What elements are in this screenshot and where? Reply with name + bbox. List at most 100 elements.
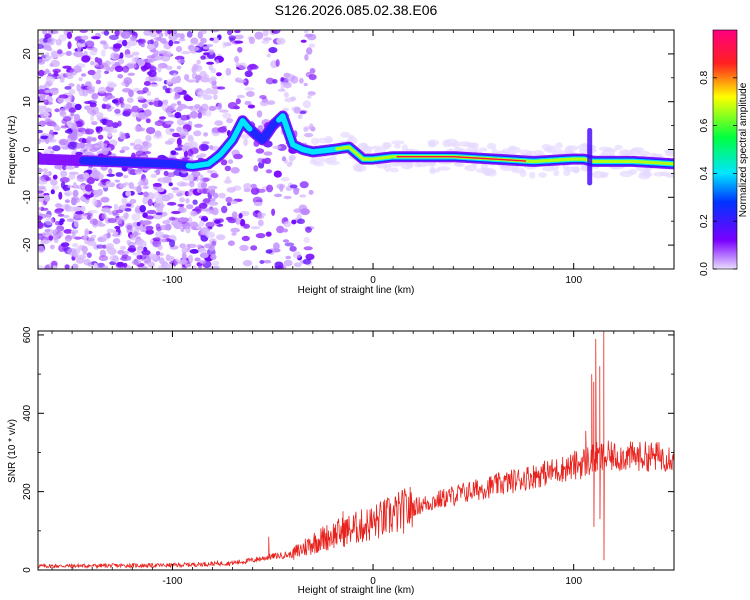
noise-blob: [162, 176, 172, 184]
noise-blob: [257, 212, 263, 218]
noise-blob: [289, 245, 297, 252]
noise-blob: [162, 99, 169, 105]
noise-blob: [96, 244, 104, 249]
noise-blob: [38, 58, 46, 65]
noise-blob: [304, 54, 309, 61]
noise-blob: [152, 237, 161, 242]
noise-blob: [73, 219, 79, 228]
noise-blob: [50, 244, 55, 250]
noise-blob: [179, 243, 187, 249]
noise-blob: [120, 245, 127, 250]
noise-blob: [96, 112, 104, 119]
noise-blob: [38, 190, 44, 194]
noise-blob: [145, 118, 151, 124]
halo-blob: [428, 142, 437, 148]
noise-blob: [134, 138, 143, 146]
noise-blob: [250, 183, 257, 189]
x-tick-label: 100: [565, 275, 582, 286]
halo-blob: [501, 148, 511, 153]
noise-blob: [109, 67, 114, 72]
noise-blob: [133, 56, 140, 63]
noise-blob: [271, 208, 276, 216]
halo-blob: [553, 169, 560, 177]
noise-blob: [42, 30, 48, 35]
noise-blob: [281, 156, 287, 162]
noise-blob: [105, 65, 111, 72]
noise-blob: [194, 257, 200, 262]
halo-blob: [519, 149, 533, 156]
noise-blob: [113, 43, 122, 49]
noise-blob: [185, 198, 190, 204]
noise-blob: [91, 137, 97, 142]
noise-blob: [142, 196, 149, 205]
noise-blob: [213, 94, 218, 100]
noise-blob: [73, 50, 84, 58]
noise-blob: [67, 141, 77, 150]
noise-blob: [242, 259, 253, 267]
noise-blob: [160, 37, 167, 44]
noise-blob: [93, 262, 98, 269]
noise-blob: [248, 36, 255, 45]
noise-blob: [112, 255, 119, 263]
noise-blob: [107, 132, 113, 138]
noise-blob: [134, 168, 143, 175]
noise-blob: [205, 109, 212, 117]
noise-blob: [142, 59, 153, 63]
y-tick-label: 400: [22, 404, 33, 421]
noise-blob: [121, 197, 128, 205]
noise-blob: [211, 240, 217, 247]
noise-blob: [84, 40, 95, 49]
noise-blob: [221, 205, 228, 214]
snr-ticks: -100 0 100 0 200 400 600: [22, 326, 675, 587]
halo-blob: [429, 168, 441, 173]
y-tick-label: -20: [22, 237, 33, 252]
noise-blob: [114, 108, 121, 114]
noise-blob: [293, 208, 302, 213]
noise-blob: [274, 193, 283, 198]
noise-blob: [80, 142, 85, 148]
noise-blob: [218, 192, 226, 199]
noise-blob: [283, 91, 289, 98]
noise-blob: [138, 112, 149, 120]
noise-blob: [187, 136, 194, 142]
halo-blob: [478, 147, 488, 152]
noise-blob: [95, 79, 102, 85]
noise-blob: [309, 123, 314, 130]
noise-blob: [225, 176, 231, 183]
noise-blob: [217, 102, 223, 110]
noise-blob: [119, 183, 127, 188]
noise-blob: [156, 187, 165, 193]
noise-blob: [86, 85, 96, 90]
noise-blob: [214, 219, 221, 224]
noise-blob: [81, 55, 91, 63]
noise-blob: [244, 70, 253, 78]
noise-blob: [201, 141, 210, 145]
noise-blob: [79, 30, 88, 33]
noise-blob: [206, 61, 215, 65]
noise-blob: [280, 177, 290, 182]
noise-blob: [186, 79, 196, 83]
noise-blob: [65, 165, 75, 170]
noise-blob: [284, 242, 295, 247]
noise-blob: [280, 82, 290, 86]
noise-blob: [276, 37, 286, 45]
halo-blob: [404, 160, 414, 168]
noise-blob: [43, 194, 51, 202]
noise-blob: [259, 95, 267, 99]
y-tick-label: 20: [22, 48, 33, 60]
noise-blob: [192, 199, 198, 205]
noise-blob: [155, 77, 163, 82]
noise-blob: [68, 83, 75, 87]
noise-blob: [179, 197, 186, 203]
noise-blob: [199, 252, 209, 259]
noise-blob: [108, 168, 113, 175]
noise-blob: [241, 235, 250, 242]
noise-blob: [154, 120, 164, 127]
noise-blob: [100, 196, 110, 203]
noise-blob: [42, 168, 48, 173]
noise-blob: [149, 31, 159, 38]
noise-blob: [86, 252, 92, 258]
noise-blob: [122, 65, 130, 73]
noise-blob: [97, 86, 107, 94]
